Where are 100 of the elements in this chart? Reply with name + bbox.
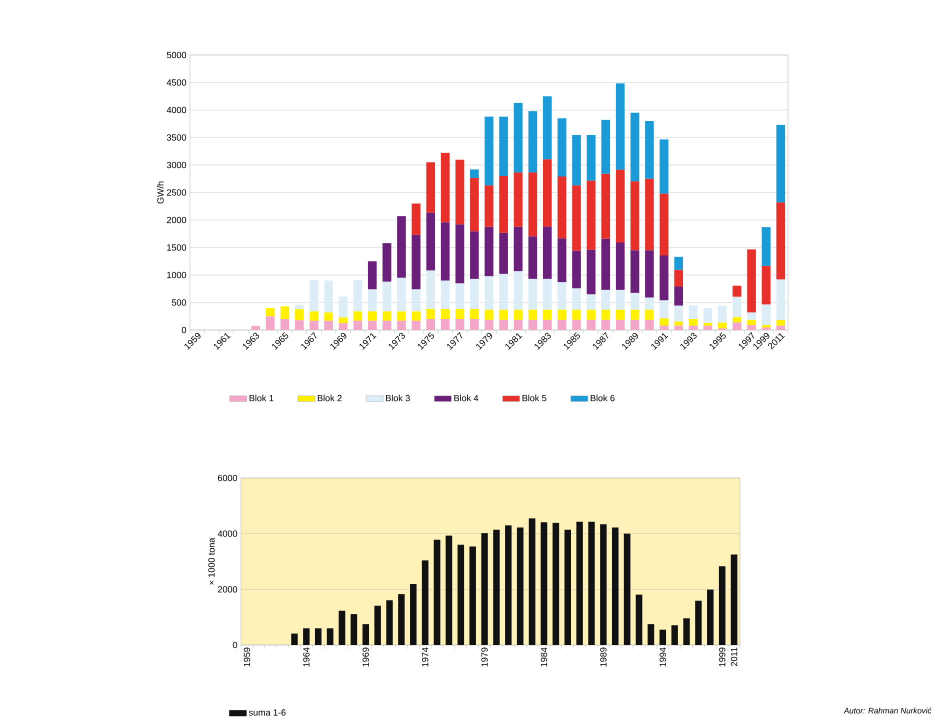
bar (645, 250, 654, 298)
bar (484, 185, 494, 227)
bar (558, 320, 566, 330)
bar (353, 311, 362, 321)
y-tick-label: 3500 (166, 134, 186, 141)
bar (776, 202, 786, 280)
legend-label: suma 1-6 (248, 709, 286, 716)
bar (499, 232, 508, 274)
bar (470, 169, 479, 178)
legend-label: Blok 6 (590, 394, 615, 402)
y-tick-label: 0 (182, 326, 186, 334)
bar (630, 292, 640, 310)
bar (645, 178, 654, 250)
bar (412, 311, 420, 321)
bar (586, 294, 596, 310)
bar (601, 320, 610, 330)
bar (499, 310, 508, 320)
y-tick-label: 4500 (166, 79, 186, 86)
bar (674, 256, 683, 270)
bar (558, 118, 566, 177)
bar (540, 522, 548, 645)
y-tick-label: 3000 (166, 162, 186, 168)
bar (434, 540, 440, 645)
bar (660, 318, 668, 326)
bar (446, 536, 452, 645)
bar (266, 316, 275, 330)
bar (412, 234, 420, 290)
bar (747, 312, 756, 320)
bar (514, 226, 523, 272)
bar (295, 304, 304, 310)
bar (499, 320, 508, 330)
bar (616, 170, 625, 243)
bar (382, 282, 392, 312)
x-tick-label: 1979 (481, 648, 488, 666)
bar (397, 311, 406, 321)
bar (324, 312, 333, 321)
bar (645, 120, 654, 179)
x-tick-label: 1959 (244, 648, 250, 666)
bar (338, 323, 348, 330)
bar (484, 310, 494, 320)
bar (660, 139, 668, 194)
bar (645, 320, 654, 330)
bar (295, 309, 304, 320)
x-tick-label: 1999 (719, 648, 726, 666)
bar (674, 270, 683, 287)
bar (440, 222, 450, 280)
bar (688, 326, 698, 330)
bar (310, 280, 318, 312)
bar (747, 320, 756, 326)
bar (776, 326, 786, 330)
x-tick-label: 1984 (540, 647, 548, 666)
bar (481, 533, 488, 645)
bar (499, 116, 508, 176)
bar (552, 522, 560, 645)
bar (601, 310, 610, 320)
y-tick-label: 6000 (218, 474, 238, 482)
bar (542, 226, 552, 279)
bar (484, 276, 494, 310)
bar (382, 243, 392, 282)
bar (542, 278, 552, 310)
bar (674, 286, 683, 306)
bar (601, 174, 610, 239)
bar (528, 278, 538, 310)
bar (470, 231, 479, 279)
bar (295, 320, 304, 330)
bar (280, 306, 290, 319)
bar (516, 528, 524, 645)
bar (382, 311, 392, 321)
bar (648, 624, 654, 645)
bar (776, 279, 786, 320)
bar (484, 226, 494, 276)
bar (514, 102, 523, 172)
bar (601, 238, 610, 290)
bar (353, 320, 362, 330)
bar (624, 534, 630, 645)
bar (303, 628, 310, 645)
bar (703, 308, 712, 323)
bar (542, 159, 552, 227)
bar (528, 310, 538, 320)
bar (440, 308, 450, 319)
bar (572, 135, 581, 186)
y-tick-label: 2500 (166, 189, 186, 196)
bar (730, 554, 738, 645)
bar (310, 320, 318, 330)
bar (455, 318, 464, 330)
bar (674, 306, 683, 322)
bar (542, 320, 552, 330)
bar (353, 280, 362, 312)
bar (455, 160, 464, 224)
bar (558, 310, 566, 320)
y-tick-label: 4000 (166, 106, 186, 114)
bar (499, 274, 508, 310)
bar (338, 317, 348, 324)
bar (707, 590, 714, 645)
bar (397, 278, 406, 312)
bar (514, 271, 523, 310)
bar (703, 326, 712, 330)
bar (732, 296, 742, 318)
bar (660, 300, 668, 318)
y-tick-label: 4000 (218, 530, 238, 537)
